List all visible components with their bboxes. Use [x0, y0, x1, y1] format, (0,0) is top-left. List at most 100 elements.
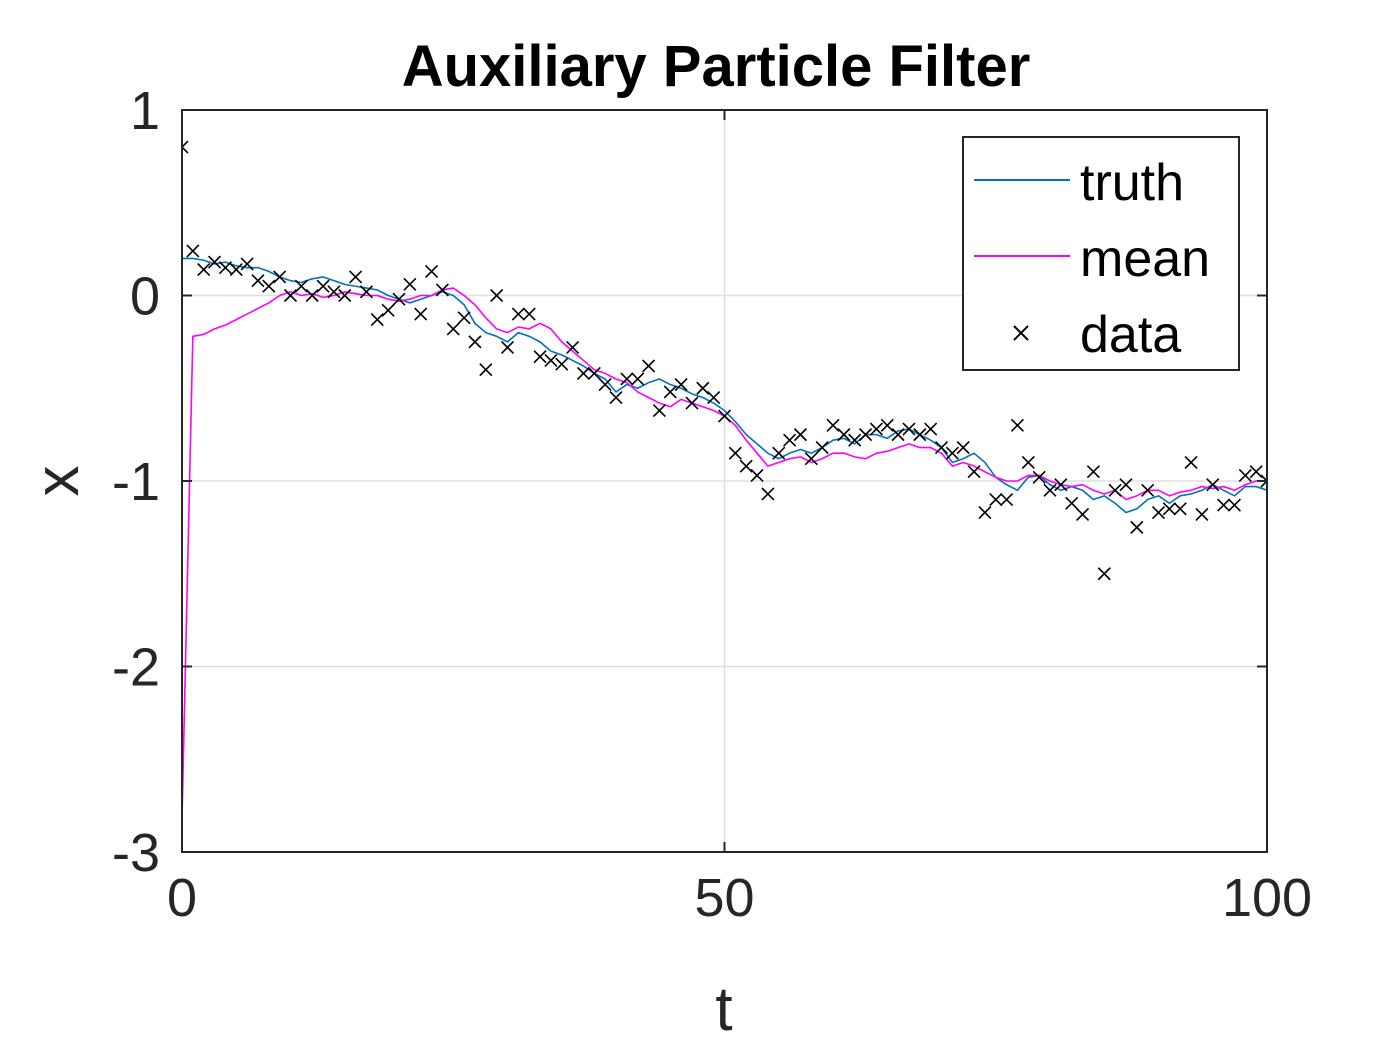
- legend-data-marker: [1013, 325, 1029, 341]
- data-point: [511, 307, 525, 321]
- data-point: [1260, 474, 1267, 488]
- data-point: [1021, 455, 1035, 470]
- data-point: [598, 377, 612, 392]
- data-point: [381, 303, 395, 317]
- y-axis-label: x: [23, 466, 92, 497]
- data-point: [956, 441, 970, 455]
- data-point: [804, 452, 818, 466]
- data-point: [707, 390, 721, 405]
- data-point: [490, 288, 504, 303]
- data-point: [566, 340, 580, 355]
- data-point: [967, 465, 981, 479]
- data-point: [1075, 507, 1090, 521]
- tick-labels: 0 50 100 -3 -2 -1 0 1: [112, 81, 1312, 928]
- series-data-markers: [182, 140, 1267, 581]
- data-point: [869, 422, 883, 436]
- legend-truth-label: truth: [1080, 154, 1184, 212]
- data-point: [989, 492, 1003, 507]
- data-point: [262, 279, 276, 293]
- data-point: [197, 262, 211, 277]
- data-point: [620, 372, 634, 386]
- data-point: [631, 372, 645, 386]
- data-point: [283, 288, 298, 303]
- data-point: [728, 446, 742, 460]
- x-tick-label: 50: [694, 868, 754, 928]
- y-tick-label: 0: [130, 267, 160, 327]
- data-point: [902, 422, 916, 436]
- data-point: [783, 433, 797, 447]
- y-tick-label: -1: [112, 452, 160, 512]
- data-point: [1195, 507, 1209, 521]
- data-point: [316, 279, 330, 293]
- data-point: [750, 468, 764, 483]
- x-tick-label: 0: [167, 868, 197, 928]
- data-point: [826, 418, 840, 432]
- data-point: [945, 446, 959, 460]
- data-point: [414, 307, 428, 321]
- data-point: [587, 366, 601, 380]
- data-point: [1184, 455, 1198, 470]
- data-point: [435, 283, 449, 297]
- data-point: [1119, 478, 1133, 492]
- data-point: [1054, 478, 1068, 492]
- data-point: [500, 340, 515, 355]
- data-point: [934, 441, 949, 455]
- data-point: [837, 428, 851, 442]
- data-point: [1086, 465, 1100, 479]
- data-point: [349, 270, 363, 284]
- x-axis-label: t: [715, 975, 732, 1044]
- data-point: [370, 313, 384, 327]
- data-point: [674, 377, 688, 392]
- data-point: [576, 366, 591, 380]
- data-point: [251, 274, 265, 288]
- data-point: [1097, 567, 1111, 581]
- data-point: [1238, 468, 1252, 483]
- y-tick-label: 1: [130, 81, 160, 141]
- data-point: [359, 285, 374, 299]
- data-point: [305, 288, 319, 303]
- data-point: [392, 292, 406, 306]
- data-point: [913, 428, 927, 442]
- data-point: [207, 255, 222, 269]
- y-tick-label: -2: [112, 638, 160, 698]
- data-point: [229, 262, 243, 277]
- data-point: [403, 277, 417, 291]
- series-layer: [182, 140, 1267, 819]
- data-point: [294, 279, 308, 293]
- data-point: [891, 428, 905, 442]
- data-point: [1043, 483, 1057, 497]
- data-point: [1065, 496, 1079, 510]
- data-point: [338, 288, 352, 303]
- data-point: [1151, 505, 1166, 520]
- data-point: [218, 261, 232, 275]
- data-point: [273, 270, 287, 284]
- data-point: [555, 357, 569, 371]
- data-point: [696, 381, 710, 395]
- data-point: [685, 396, 699, 410]
- legend-data-label: data: [1080, 306, 1181, 364]
- data-point: [1249, 465, 1263, 479]
- x-tick-label: 100: [1222, 868, 1312, 928]
- data-point: [652, 403, 666, 418]
- data-point: [978, 505, 992, 520]
- data-point: [457, 311, 471, 325]
- data-point: [858, 428, 873, 442]
- data-point: [924, 422, 938, 436]
- data-point: [468, 335, 482, 349]
- data-point: [793, 428, 808, 442]
- data-point: [533, 350, 547, 364]
- data-point: [1108, 483, 1122, 497]
- data-point: [609, 390, 623, 405]
- data-point: [815, 441, 829, 455]
- data-point: [424, 264, 439, 278]
- data-point: [717, 409, 732, 423]
- plot-contents: [182, 140, 1267, 819]
- data-point: [327, 285, 341, 299]
- data-point: [663, 385, 677, 399]
- data-point: [544, 353, 558, 367]
- data-point: [1162, 502, 1176, 516]
- data-point: [1173, 502, 1187, 516]
- data-point: [761, 487, 775, 501]
- chart-title: Auxiliary Particle Filter: [402, 34, 1031, 99]
- legend-box: [962, 136, 1240, 371]
